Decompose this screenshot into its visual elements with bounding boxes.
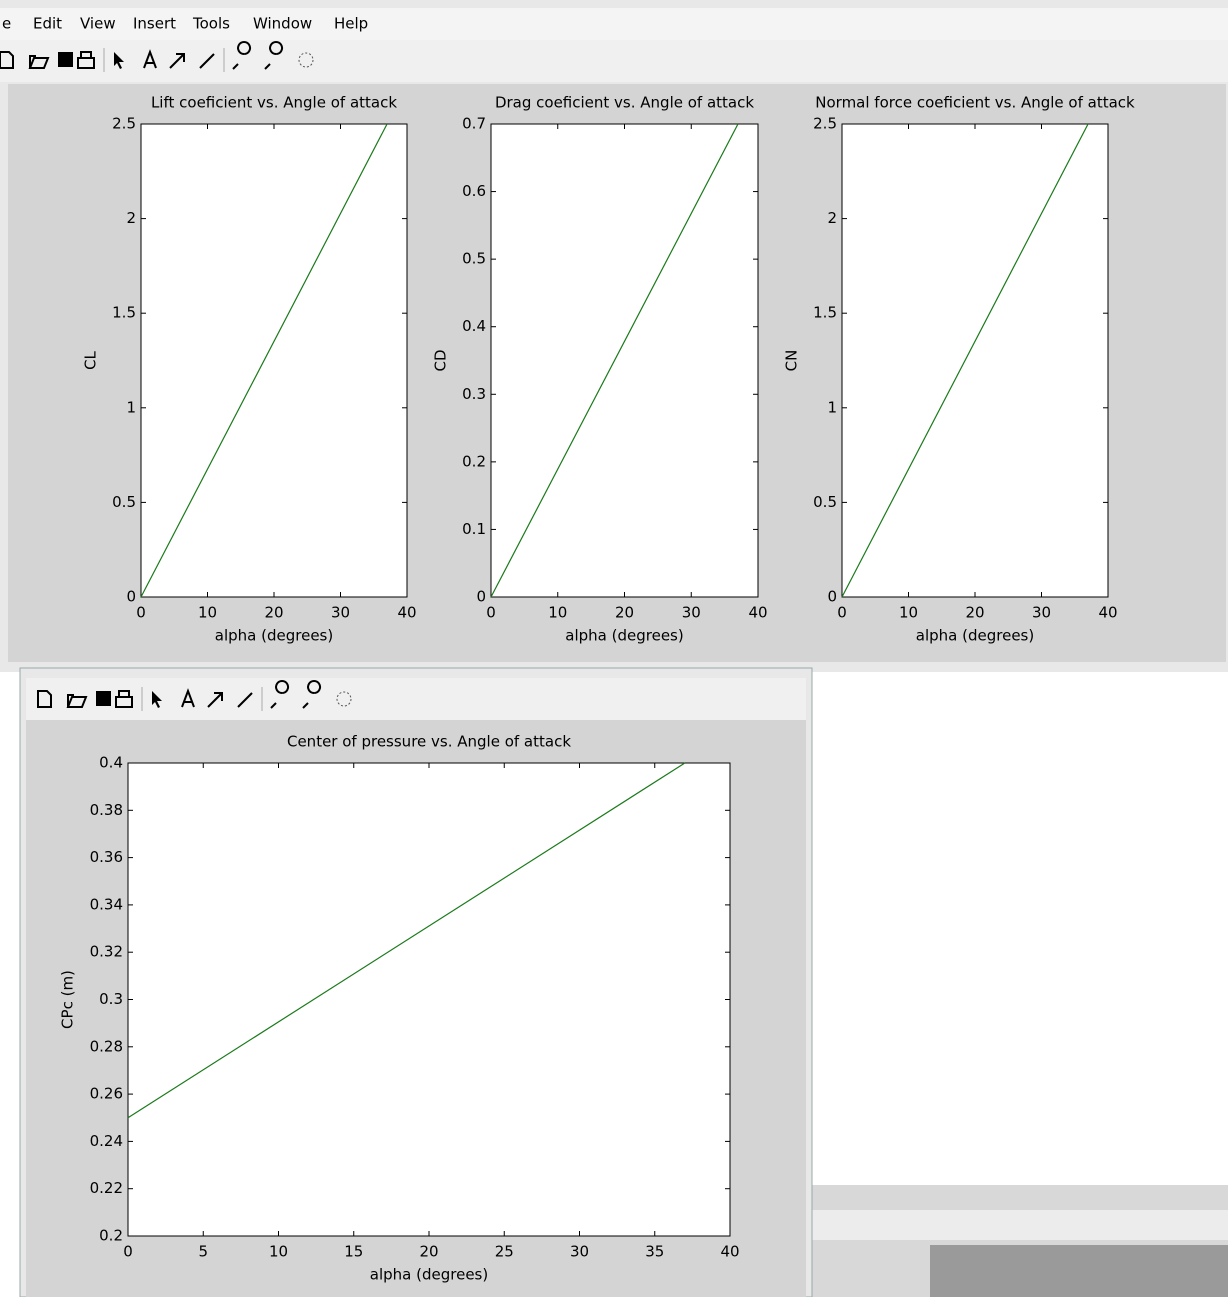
- y-tick-label: 0.4: [462, 317, 486, 335]
- screen: e Edit View Insert Tools Window Help Lift coef…: [0, 0, 1228, 1297]
- y-tick-label: 2: [827, 209, 837, 227]
- plot-area: [842, 124, 1108, 597]
- y-tick-label: 0.5: [462, 250, 486, 268]
- x-tick-label: 35: [645, 1243, 664, 1261]
- menu-bar: [0, 8, 1228, 40]
- x-tick-label: 10: [548, 604, 567, 622]
- y-tick-label: 2.5: [112, 115, 136, 133]
- x-axis-label: alpha (degrees): [565, 627, 683, 645]
- chart-title: Center of pressure vs. Angle of attack: [287, 733, 571, 751]
- y-tick-label: 0: [827, 588, 837, 606]
- y-tick-label: 0.1: [462, 520, 486, 538]
- menu-item[interactable]: e: [2, 15, 11, 33]
- x-tick-label: 20: [615, 604, 634, 622]
- menu-item[interactable]: Insert: [133, 15, 176, 33]
- y-tick-label: 0: [476, 588, 486, 606]
- x-tick-label: 30: [1032, 604, 1051, 622]
- menu-item[interactable]: Edit: [33, 15, 62, 33]
- y-tick-label: 2: [126, 209, 136, 227]
- y-tick-label: 0.28: [90, 1037, 123, 1055]
- toolbar: [26, 678, 806, 720]
- y-tick-label: 1.5: [112, 304, 136, 322]
- background-image: [930, 1245, 1228, 1297]
- y-axis-label: CD: [432, 349, 450, 371]
- y-tick-label: 0.38: [90, 801, 123, 819]
- y-axis-label: CN: [783, 350, 801, 372]
- x-axis-label: alpha (degrees): [370, 1266, 488, 1284]
- y-tick-label: 0.24: [90, 1132, 123, 1150]
- x-tick-label: 10: [198, 604, 217, 622]
- menu-item[interactable]: View: [80, 15, 116, 33]
- y-tick-label: 2.5: [813, 115, 837, 133]
- y-tick-label: 1.5: [813, 304, 837, 322]
- y-tick-label: 0: [126, 588, 136, 606]
- background-window: [812, 672, 1228, 1185]
- x-tick-label: 30: [331, 604, 350, 622]
- y-tick-label: 1: [827, 398, 837, 416]
- y-tick-label: 0.34: [90, 895, 123, 913]
- y-tick-label: 0.26: [90, 1085, 123, 1103]
- y-tick-label: 0.2: [462, 452, 486, 470]
- x-tick-label: 10: [899, 604, 918, 622]
- menu-item[interactable]: Help: [334, 15, 368, 33]
- y-tick-label: 0.2: [99, 1227, 123, 1245]
- chart-title: Drag coeficient vs. Angle of attack: [495, 94, 754, 112]
- y-axis-label: CL: [82, 350, 100, 369]
- y-axis-label: CPc (m): [59, 970, 77, 1029]
- y-tick-label: 0.6: [462, 182, 486, 200]
- x-tick-label: 0: [837, 604, 847, 622]
- x-tick-label: 20: [264, 604, 283, 622]
- x-tick-label: 15: [344, 1243, 363, 1261]
- chart-title: Normal force coeficient vs. Angle of att…: [815, 94, 1135, 112]
- toolbar-icon: [96, 691, 111, 706]
- x-tick-label: 0: [123, 1243, 133, 1261]
- menu-item[interactable]: Window: [253, 15, 312, 33]
- x-tick-label: 30: [682, 604, 701, 622]
- background-window: [812, 1210, 1228, 1240]
- y-tick-label: 0.22: [90, 1179, 123, 1197]
- x-axis-label: alpha (degrees): [215, 627, 333, 645]
- x-tick-label: 20: [965, 604, 984, 622]
- y-tick-label: 0.5: [112, 493, 136, 511]
- y-tick-label: 0.4: [99, 754, 123, 772]
- plot-area: [141, 124, 407, 597]
- x-tick-label: 25: [495, 1243, 514, 1261]
- y-tick-label: 0.3: [99, 990, 123, 1008]
- x-tick-label: 10: [269, 1243, 288, 1261]
- x-tick-label: 0: [486, 604, 496, 622]
- x-tick-label: 40: [1098, 604, 1117, 622]
- x-tick-label: 0: [136, 604, 146, 622]
- x-tick-label: 30: [570, 1243, 589, 1261]
- x-axis-label: alpha (degrees): [916, 627, 1034, 645]
- x-tick-label: 40: [397, 604, 416, 622]
- y-tick-label: 1: [126, 398, 136, 416]
- toolbar-icon: [58, 52, 73, 67]
- x-tick-label: 40: [720, 1243, 739, 1261]
- y-tick-label: 0.5: [813, 493, 837, 511]
- y-tick-label: 0.7: [462, 115, 486, 133]
- chart-title: Lift coeficient vs. Angle of attack: [151, 94, 397, 112]
- plot-area: [491, 124, 758, 597]
- menu-item[interactable]: Tools: [192, 15, 230, 33]
- x-tick-label: 40: [748, 604, 767, 622]
- x-tick-label: 5: [198, 1243, 208, 1261]
- y-tick-label: 0.36: [90, 848, 123, 866]
- x-tick-label: 20: [419, 1243, 438, 1261]
- y-tick-label: 0.32: [90, 943, 123, 961]
- y-tick-label: 0.3: [462, 385, 486, 403]
- plot-area: [128, 763, 730, 1236]
